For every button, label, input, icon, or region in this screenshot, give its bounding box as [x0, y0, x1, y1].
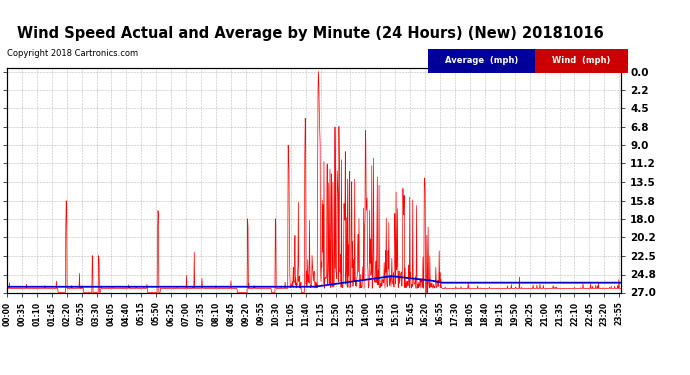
Text: Copyright 2018 Cartronics.com: Copyright 2018 Cartronics.com — [7, 49, 138, 58]
Bar — [428, 49, 535, 73]
Bar — [535, 49, 628, 73]
Text: Wind Speed Actual and Average by Minute (24 Hours) (New) 20181016: Wind Speed Actual and Average by Minute … — [17, 26, 604, 41]
Text: Wind  (mph): Wind (mph) — [552, 57, 611, 65]
Text: Average  (mph): Average (mph) — [444, 57, 518, 65]
